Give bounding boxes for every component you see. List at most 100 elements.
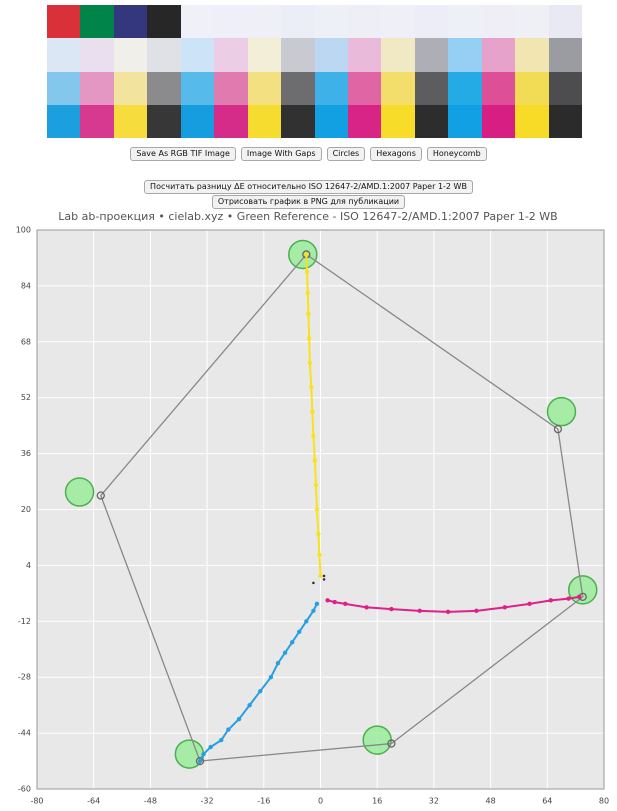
data-point: [226, 727, 231, 732]
series-line: [100, 253, 584, 762]
data-point: [306, 336, 312, 341]
series-line: [199, 603, 318, 762]
color-patch: [381, 38, 415, 72]
measured-point: [96, 491, 105, 500]
chart: Lab ab-проекция • cielab.xyz • Green Ref…: [16, 210, 609, 806]
toolbar-button[interactable]: Circles: [326, 147, 366, 161]
y-tick-label: 20: [21, 505, 31, 514]
y-tick-label: -28: [18, 673, 31, 682]
y-tick-label: 84: [21, 281, 31, 290]
data-point: [236, 716, 242, 722]
color-patch: [414, 5, 449, 39]
data-point: [311, 433, 316, 439]
reference-point: [362, 725, 392, 755]
color-patch: [548, 71, 582, 105]
measured-point: [195, 756, 205, 766]
data-point: [322, 574, 326, 578]
data-point: [289, 640, 295, 645]
y-tick-label: 36: [21, 449, 31, 458]
color-patch: [347, 38, 382, 72]
x-tick-label: -80: [30, 797, 43, 806]
data-point: [314, 601, 320, 607]
color-patch: [47, 104, 81, 138]
data-point: [304, 269, 310, 275]
data-point: [322, 578, 326, 581]
data-point: [312, 458, 318, 463]
data-point: [311, 608, 316, 614]
color-patch: [147, 104, 181, 138]
x-tick-label: -48: [144, 797, 157, 806]
data-point: [325, 598, 330, 603]
color-patch: [281, 38, 315, 72]
y-tick-label: 68: [21, 337, 31, 346]
color-patch: [47, 71, 81, 105]
color-patch: [281, 71, 315, 105]
data-point: [389, 606, 394, 612]
color-patch: [481, 104, 516, 138]
data-point: [317, 552, 322, 558]
action-row: Посчитать разницу ΔE относительно ISO 12…: [0, 180, 617, 194]
x-tick-label: -64: [87, 797, 100, 806]
color-patch: [147, 71, 181, 105]
data-point: [332, 599, 337, 605]
data-point: [445, 609, 451, 615]
y-tick-label: 4: [26, 561, 31, 570]
color-patch: [214, 38, 248, 72]
data-point: [417, 608, 422, 614]
color-patch: [481, 38, 516, 72]
data-point: [312, 581, 315, 585]
color-patch: [347, 71, 382, 105]
color-patch: [113, 71, 148, 105]
toolbar: Save As RGB TIF Image Image With Gaps Circ…: [0, 147, 617, 161]
color-patch: [314, 104, 348, 138]
data-point: [197, 758, 203, 764]
toolbar-button[interactable]: Save As RGB TIF Image: [130, 147, 236, 161]
color-patch: [47, 38, 81, 72]
color-patch: [548, 38, 582, 72]
data-point: [314, 507, 320, 512]
data-point: [318, 573, 323, 579]
data-point: [275, 661, 281, 666]
data-point: [247, 702, 252, 708]
x-tick-label: 80: [599, 797, 609, 806]
x-tick-label: -16: [257, 797, 270, 806]
color-patch: [214, 5, 248, 39]
color-patch: [548, 104, 582, 138]
color-patch: [80, 5, 114, 39]
x-tick-label: 16: [372, 797, 382, 806]
data-point: [208, 744, 213, 750]
color-patch: [414, 38, 449, 72]
reference-point: [546, 396, 577, 427]
color-patch: [548, 5, 582, 39]
plot-border: [36, 229, 605, 790]
color-patch: [113, 5, 148, 39]
x-tick-label: 48: [486, 797, 496, 806]
color-patch: [347, 104, 382, 138]
png-button[interactable]: Отрисовать график в PNG для публикации: [211, 195, 406, 209]
x-tick-label: 0: [318, 797, 323, 806]
data-point: [548, 598, 554, 603]
chart-title: Lab ab-проекция • cielab.xyz • Green Ref…: [58, 210, 557, 223]
data-point: [316, 531, 321, 537]
color-patch: [281, 5, 315, 39]
data-point: [282, 650, 288, 655]
color-patch: [281, 104, 315, 138]
data-point: [474, 608, 479, 614]
color-patch: [381, 71, 415, 105]
color-patch: [347, 5, 382, 39]
toolbar-button[interactable]: Hexagons: [370, 147, 422, 161]
y-tick-label: 100: [16, 226, 31, 235]
color-patch: [247, 38, 282, 72]
data-point: [306, 311, 311, 317]
toolbar-button[interactable]: Honeycomb: [426, 147, 487, 161]
color-patch: [247, 5, 282, 39]
delta-e-button[interactable]: Посчитать разницу ΔE относительно ISO 12…: [144, 180, 473, 194]
y-tick-label: -60: [18, 785, 31, 794]
x-tick-label: 32: [429, 797, 439, 806]
color-patch: [80, 71, 114, 105]
data-point: [502, 605, 507, 610]
toolbar-button[interactable]: Image With Gaps: [240, 147, 322, 161]
reference-point: [64, 477, 95, 507]
color-patch: [214, 104, 248, 138]
